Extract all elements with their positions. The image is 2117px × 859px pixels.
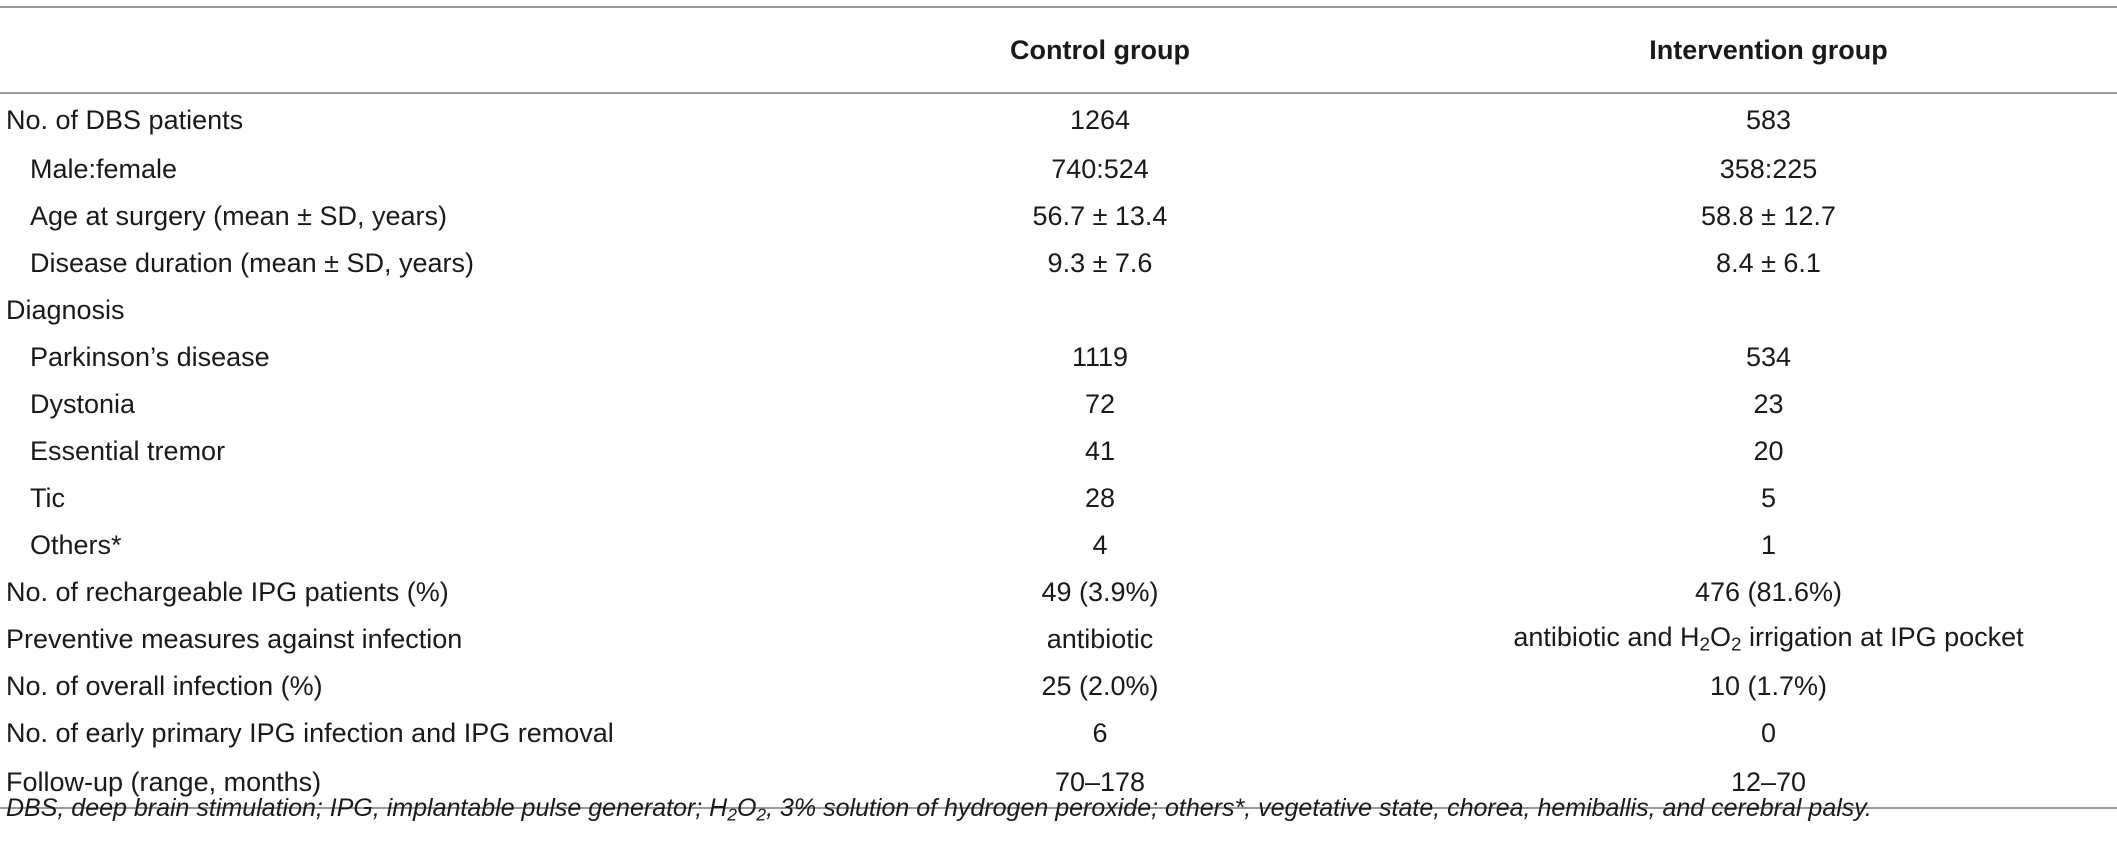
intervention-value: 476 (81.6%) (1694, 577, 1843, 607)
row-label: Tic (30, 483, 65, 513)
intervention-value: 358:225 (1719, 154, 1818, 184)
control-value: antibiotic (1046, 624, 1154, 654)
row-label: No. of rechargeable IPG patients (%) (6, 577, 449, 607)
footnote-sub-1: 2 (727, 804, 737, 825)
table-row: No. of DBS patients 1264 583 (0, 94, 2117, 146)
table-row: Dystonia 72 23 (0, 381, 2117, 428)
header-intervention-group: Intervention group (1649, 34, 1888, 65)
formula-part: O (1709, 622, 1731, 653)
row-label: No. of early primary IPG infection and I… (6, 718, 614, 748)
table-row: Diagnosis (0, 287, 2117, 334)
table-top-rule (0, 6, 2117, 8)
control-value: 41 (1084, 436, 1116, 466)
intervention-value: 20 (1753, 436, 1784, 466)
formula-part: antibiotic and H (1513, 622, 1700, 653)
control-value: 49 (3.9%) (1041, 577, 1159, 607)
control-value: 70–178 (1054, 766, 1146, 797)
table-row: No. of early primary IPG infection and I… (0, 710, 2117, 757)
control-value: 25 (2.0%) (1041, 671, 1159, 701)
intervention-value: 23 (1753, 389, 1784, 419)
table-header-rule (0, 92, 2117, 94)
intervention-value (1420, 287, 2117, 334)
header-label (0, 8, 780, 92)
formula-part: 2 (1699, 634, 1710, 656)
table-row: Essential tremor 41 20 (0, 428, 2117, 475)
intervention-value: 1 (1760, 530, 1777, 560)
intervention-value: antibiotic and H2O2 irrigation at IPG po… (1420, 616, 2117, 663)
row-label: Diagnosis (6, 295, 125, 325)
row-label: Others* (30, 530, 122, 560)
intervention-value: 5 (1760, 483, 1777, 513)
table-row: Disease duration (mean ± SD, years) 9.3 ±… (0, 240, 2117, 287)
footnote-text-2: O (736, 794, 757, 822)
header-control-group: Control group (1010, 34, 1190, 65)
data-table: Control group Intervention group (0, 8, 2117, 92)
footnote-text-3: , 3% solution of hydrogen peroxide; othe… (766, 794, 1872, 822)
row-label: Preventive measures against infection (6, 624, 463, 654)
table-row: Parkinson’s disease 1119 534 (0, 334, 2117, 381)
control-value: 740:524 (1051, 154, 1149, 184)
intervention-value: 10 (1.7%) (1709, 671, 1828, 701)
formula-part: 2 (1731, 634, 1742, 656)
control-value: 1119 (1071, 342, 1129, 372)
row-label: Essential tremor (30, 436, 226, 466)
row-label: Follow-up (range, months) (6, 766, 322, 797)
table-row: Preventive measures against infection ant… (0, 616, 2117, 663)
control-value: 6 (1092, 718, 1108, 748)
table-row: Age at surgery (mean ± SD, years) 56.7 ± … (0, 193, 2117, 240)
table-bottom-rule (0, 807, 2117, 809)
table-footnote: DBS, deep brain stimulation; IPG, implan… (6, 794, 1872, 825)
row-label: No. of overall infection (%) (6, 671, 323, 701)
table-row: Others* 4 1 (0, 522, 2117, 569)
row-label: Dystonia (30, 389, 136, 419)
row-label: Male:female (30, 154, 178, 184)
table-row: No. of overall infection (%) 25 (2.0%) 10 … (0, 663, 2117, 710)
row-label: Parkinson’s disease (30, 342, 270, 372)
table-header-row: Control group Intervention group (0, 8, 2117, 92)
row-label: No. of DBS patients (6, 104, 244, 135)
control-value: 9.3 ± 7.6 (1047, 248, 1153, 278)
footnote-text-1: DBS, deep brain stimulation; IPG, implan… (6, 794, 728, 822)
footnote-sub-2: 2 (756, 804, 767, 825)
control-value: 1264 (1069, 104, 1131, 135)
data-table-container: Control group Intervention group No. of … (0, 6, 2117, 809)
intervention-value: 58.8 ± 12.7 (1701, 201, 1836, 231)
table-row: Male:female 740:524 358:225 (0, 146, 2117, 193)
control-value: 4 (1092, 530, 1108, 560)
control-value: 72 (1084, 389, 1116, 419)
intervention-value: 0 (1760, 718, 1777, 748)
row-label: Disease duration (mean ± SD, years) (30, 248, 474, 278)
table-row: Tic 28 5 (0, 475, 2117, 522)
intervention-value: 583 (1745, 104, 1792, 135)
data-table-body: No. of DBS patients 1264 583 Male:female 740… (0, 94, 2117, 807)
control-value: 28 (1084, 483, 1116, 513)
intervention-value: 534 (1745, 342, 1792, 372)
formula-part: irrigation at IPG pocket (1741, 622, 2024, 653)
control-value: 56.7 ± 13.4 (1032, 201, 1168, 231)
intervention-value: 8.4 ± 6.1 (1716, 248, 1821, 278)
control-value (780, 287, 1420, 334)
row-label: Age at surgery (mean ± SD, years) (30, 201, 447, 231)
table-row: Follow-up (range, months) 70–178 12–70 (0, 757, 2117, 807)
intervention-value: 12–70 (1730, 766, 1807, 797)
table-row: No. of rechargeable IPG patients (%) 49 (… (0, 569, 2117, 616)
